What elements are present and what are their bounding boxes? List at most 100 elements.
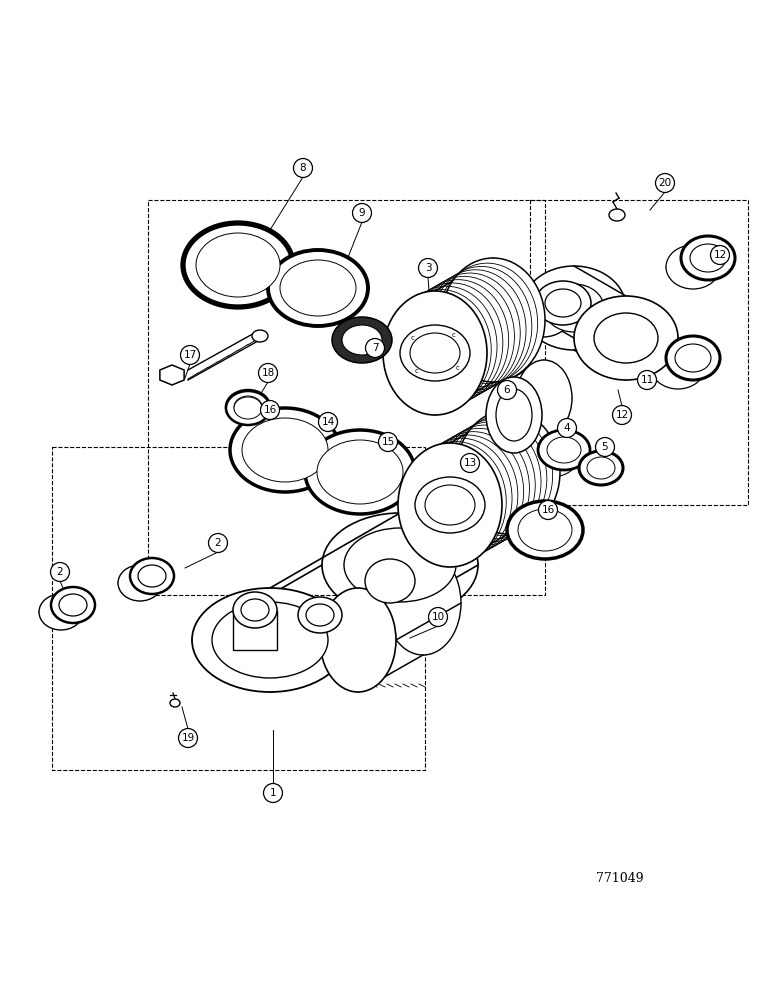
Ellipse shape [507,501,583,559]
Ellipse shape [298,597,342,633]
Ellipse shape [441,258,545,382]
Ellipse shape [344,528,456,602]
Circle shape [655,174,675,192]
Ellipse shape [196,233,280,297]
Ellipse shape [226,390,270,424]
Text: 2: 2 [56,567,63,577]
Text: 11: 11 [641,375,654,385]
Circle shape [319,412,337,432]
Ellipse shape [385,551,461,655]
Circle shape [378,432,398,452]
Circle shape [259,363,277,382]
Ellipse shape [545,289,581,317]
Circle shape [353,204,371,223]
Ellipse shape [59,594,87,616]
Text: 10: 10 [432,612,445,622]
Text: 14: 14 [321,417,334,427]
Text: 20: 20 [659,178,672,188]
Text: 4: 4 [564,423,571,433]
Text: c: c [415,368,418,374]
Circle shape [418,258,438,277]
Ellipse shape [192,588,348,692]
Ellipse shape [594,313,658,363]
Text: 16: 16 [541,505,554,515]
Ellipse shape [681,236,735,280]
Text: c: c [411,335,415,341]
Circle shape [557,418,577,438]
Circle shape [612,406,631,424]
Ellipse shape [522,266,626,350]
Ellipse shape [342,325,382,355]
Ellipse shape [398,443,502,567]
Text: 13: 13 [463,458,476,468]
Ellipse shape [233,592,277,628]
Text: 1: 1 [269,788,276,798]
Circle shape [638,370,656,389]
Ellipse shape [212,602,328,678]
Ellipse shape [609,209,625,221]
Ellipse shape [587,457,615,479]
Ellipse shape [39,594,83,630]
Circle shape [497,380,516,399]
Ellipse shape [496,389,532,441]
Ellipse shape [332,317,392,363]
Ellipse shape [306,604,334,626]
Text: 8: 8 [300,163,306,173]
Circle shape [365,338,384,358]
Text: 18: 18 [262,368,275,378]
Circle shape [428,607,448,626]
Polygon shape [160,365,185,385]
Ellipse shape [51,587,95,623]
Ellipse shape [666,336,720,380]
Ellipse shape [538,430,590,470]
Ellipse shape [305,430,415,514]
Ellipse shape [230,408,340,492]
Ellipse shape [322,513,478,617]
Circle shape [539,500,557,520]
Circle shape [710,245,730,264]
Ellipse shape [400,325,470,381]
Ellipse shape [317,440,403,504]
Text: 6: 6 [503,385,510,395]
Ellipse shape [526,437,578,477]
Ellipse shape [252,330,268,342]
Ellipse shape [183,223,293,307]
Ellipse shape [138,565,166,587]
Text: 12: 12 [615,410,628,420]
Ellipse shape [544,284,604,332]
Circle shape [260,400,279,420]
Text: 19: 19 [181,733,195,743]
Text: 771049: 771049 [596,871,644,884]
Ellipse shape [515,293,571,337]
Ellipse shape [226,391,270,425]
Ellipse shape [234,396,262,418]
Ellipse shape [690,244,726,272]
Text: 17: 17 [184,350,197,360]
Ellipse shape [241,599,269,621]
Text: 12: 12 [713,250,726,260]
Circle shape [461,454,479,473]
Ellipse shape [675,344,711,372]
Text: 5: 5 [601,442,608,452]
Text: 16: 16 [263,405,276,415]
Ellipse shape [574,296,678,380]
Ellipse shape [425,485,475,525]
Ellipse shape [535,281,591,325]
Ellipse shape [118,565,162,601]
Circle shape [595,438,615,456]
Ellipse shape [518,509,572,551]
Ellipse shape [242,418,328,482]
Ellipse shape [170,699,180,707]
Ellipse shape [130,558,174,594]
Circle shape [208,534,228,552]
Ellipse shape [579,451,623,485]
Ellipse shape [666,245,720,289]
Ellipse shape [234,397,262,419]
Circle shape [293,158,313,178]
Ellipse shape [651,345,705,389]
Circle shape [181,346,199,364]
Circle shape [178,728,198,748]
Text: 2: 2 [215,538,222,548]
Ellipse shape [415,477,485,533]
Ellipse shape [547,437,581,463]
